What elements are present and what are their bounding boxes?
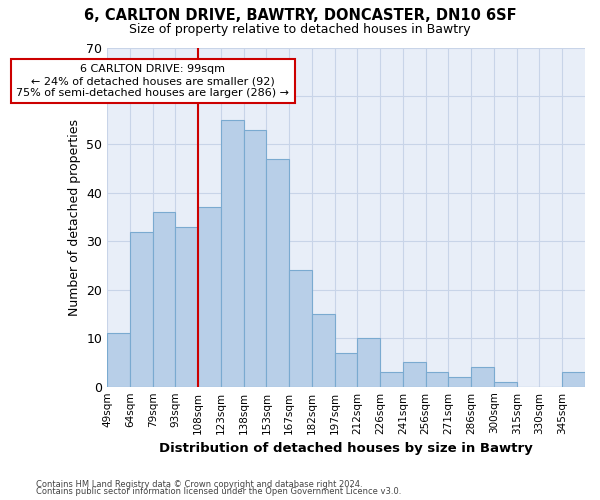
Bar <box>358 338 380 386</box>
Bar <box>198 208 221 386</box>
Text: Size of property relative to detached houses in Bawtry: Size of property relative to detached ho… <box>129 22 471 36</box>
Bar <box>289 270 312 386</box>
Text: Contains HM Land Registry data © Crown copyright and database right 2024.: Contains HM Land Registry data © Crown c… <box>36 480 362 489</box>
Bar <box>471 368 494 386</box>
Text: 6 CARLTON DRIVE: 99sqm
← 24% of detached houses are smaller (92)
75% of semi-det: 6 CARLTON DRIVE: 99sqm ← 24% of detached… <box>16 64 289 98</box>
Bar <box>426 372 448 386</box>
X-axis label: Distribution of detached houses by size in Bawtry: Distribution of detached houses by size … <box>159 442 533 455</box>
Y-axis label: Number of detached properties: Number of detached properties <box>68 118 81 316</box>
Bar <box>107 334 130 386</box>
Bar <box>335 353 358 386</box>
Bar <box>380 372 403 386</box>
Bar <box>562 372 585 386</box>
Bar <box>403 362 426 386</box>
Text: 6, CARLTON DRIVE, BAWTRY, DONCASTER, DN10 6SF: 6, CARLTON DRIVE, BAWTRY, DONCASTER, DN1… <box>83 8 517 22</box>
Bar <box>221 120 244 386</box>
Bar <box>494 382 517 386</box>
Bar <box>312 314 335 386</box>
Bar <box>153 212 175 386</box>
Bar <box>266 159 289 386</box>
Bar <box>244 130 266 386</box>
Text: Contains public sector information licensed under the Open Government Licence v3: Contains public sector information licen… <box>36 487 401 496</box>
Bar <box>175 227 198 386</box>
Bar <box>130 232 153 386</box>
Bar <box>448 377 471 386</box>
